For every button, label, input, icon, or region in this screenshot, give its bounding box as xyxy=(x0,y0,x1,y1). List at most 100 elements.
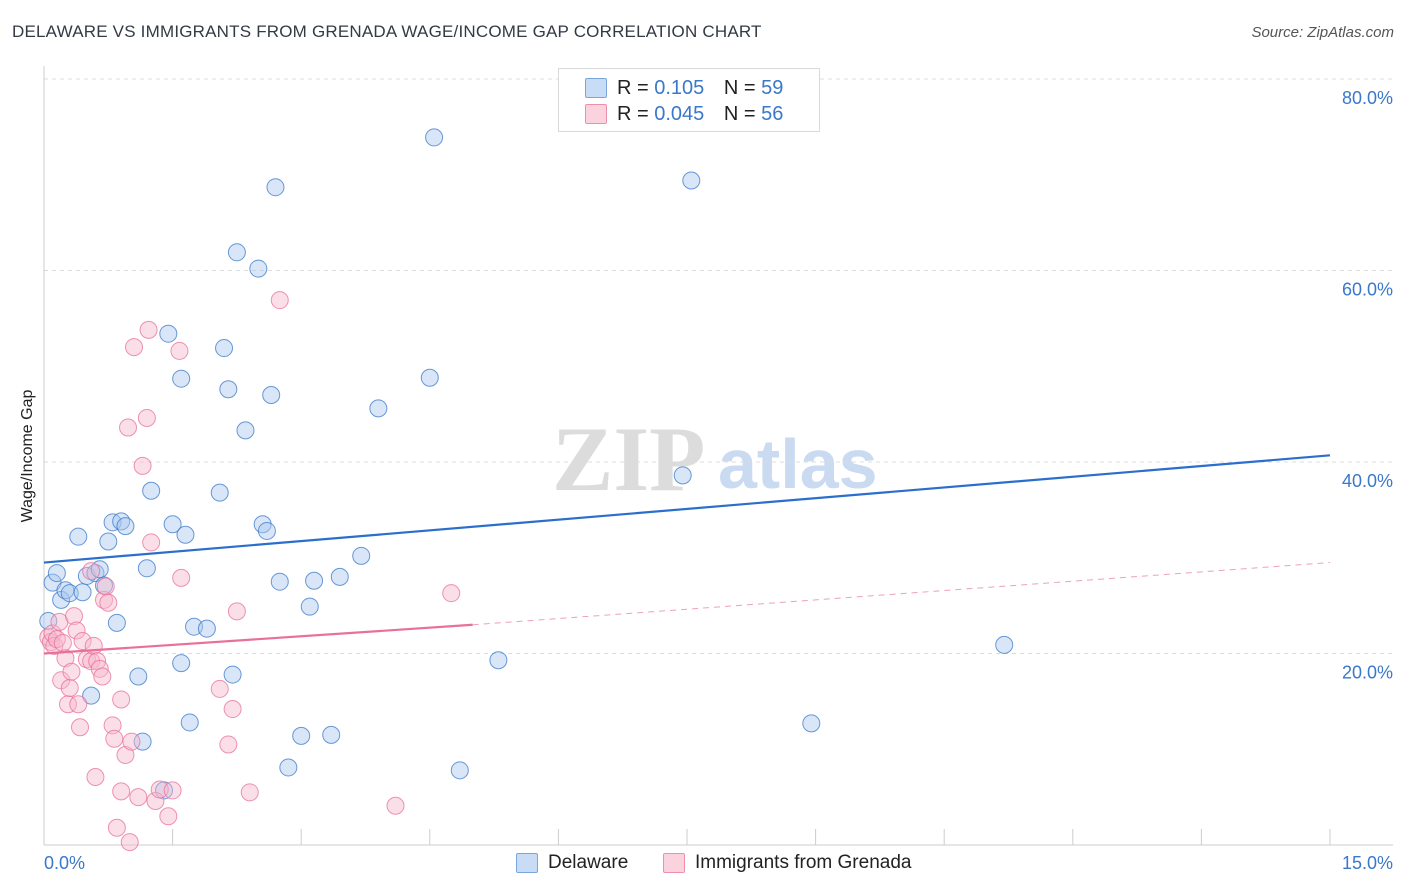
data-point-delaware xyxy=(180,713,199,732)
data-point-grenada xyxy=(60,678,79,697)
data-point-grenada xyxy=(105,729,124,748)
data-point-delaware xyxy=(420,368,439,387)
y-tick-label: 40.0% xyxy=(1342,471,1393,491)
data-point-grenada xyxy=(103,716,122,735)
data-point-delaware xyxy=(107,613,126,632)
data-point-grenada xyxy=(93,667,112,686)
data-point-grenada xyxy=(84,636,103,655)
data-point-grenada xyxy=(59,695,78,714)
data-point-delaware xyxy=(305,571,324,590)
data-point-grenada xyxy=(223,700,242,719)
data-point-grenada xyxy=(69,695,88,714)
legend-swatch-delaware xyxy=(516,853,538,873)
data-point-grenada xyxy=(219,735,238,754)
data-point-grenada xyxy=(119,418,138,437)
data-point-grenada xyxy=(65,607,84,626)
y-tick-label: 60.0% xyxy=(1342,280,1393,300)
data-point-delaware xyxy=(450,761,469,780)
data-point-delaware xyxy=(73,583,92,602)
data-point-delaware xyxy=(116,517,135,536)
data-point-grenada xyxy=(73,632,92,651)
data-point-delaware xyxy=(223,665,242,684)
y-tick-label: 80.0% xyxy=(1342,88,1393,108)
legend-item-delaware: Delaware xyxy=(516,852,628,874)
data-point-grenada xyxy=(112,782,131,801)
data-point-delaware xyxy=(673,466,692,485)
data-point-delaware xyxy=(172,369,191,388)
data-point-delaware xyxy=(425,128,444,147)
data-point-delaware xyxy=(159,324,178,343)
n-label: N = xyxy=(723,103,756,125)
y-tick-label: 20.0% xyxy=(1342,663,1393,683)
legend-swatch-grenada xyxy=(663,853,685,873)
data-point-delaware xyxy=(682,171,701,190)
legend-item-grenada: Immigrants from Grenada xyxy=(663,852,911,874)
data-point-grenada xyxy=(172,568,191,587)
data-point-delaware xyxy=(137,559,156,578)
data-point-grenada xyxy=(227,602,246,621)
data-point-delaware xyxy=(489,651,508,670)
r-label: R = xyxy=(617,77,649,99)
data-point-grenada xyxy=(125,338,144,357)
n-value: 56 xyxy=(761,103,784,125)
data-point-grenada xyxy=(56,649,75,668)
data-point-grenada xyxy=(163,781,182,800)
source-label: Source: ZipAtlas.com xyxy=(1251,24,1394,41)
data-point-grenada xyxy=(240,783,259,802)
x-tick-label: 15.0% xyxy=(1342,853,1393,873)
data-point-grenada xyxy=(71,718,90,737)
n-label: N = xyxy=(723,77,756,99)
trendline-grenada-extension xyxy=(472,562,1331,626)
legend-row-delaware: R = 0.105 N = 59 xyxy=(617,77,783,99)
data-point-delaware xyxy=(99,532,118,551)
data-point-delaware xyxy=(300,597,319,616)
data-point-delaware xyxy=(369,399,388,418)
watermark-atlas: atlas xyxy=(718,425,878,503)
legend-label: Immigrants from Grenada xyxy=(695,852,912,873)
data-point-grenada xyxy=(170,341,189,360)
data-point-delaware xyxy=(995,635,1014,654)
data-point-delaware xyxy=(47,564,66,583)
data-point-grenada xyxy=(150,780,169,799)
data-point-grenada xyxy=(159,807,178,826)
data-point-grenada xyxy=(129,788,148,807)
data-point-delaware xyxy=(227,243,246,262)
data-point-delaware xyxy=(142,481,161,500)
data-point-grenada xyxy=(62,662,81,681)
data-point-delaware xyxy=(95,576,114,595)
data-point-delaware xyxy=(262,385,281,404)
n-value: 59 xyxy=(761,77,784,99)
legend-label: Delaware xyxy=(548,852,629,873)
data-point-grenada xyxy=(146,791,165,810)
r-value: 0.105 xyxy=(654,77,705,99)
data-point-grenada xyxy=(112,690,131,709)
data-point-delaware xyxy=(129,667,148,686)
data-point-grenada xyxy=(142,533,161,552)
trendline-delaware xyxy=(43,454,1331,564)
data-point-delaware xyxy=(292,726,311,745)
watermark-zip: ZIP xyxy=(552,408,705,510)
data-point-delaware xyxy=(210,483,229,502)
data-point-grenada xyxy=(122,732,141,751)
data-point-grenada xyxy=(107,818,126,837)
data-point-delaware xyxy=(352,546,371,565)
data-point-grenada xyxy=(442,584,461,603)
data-point-grenada xyxy=(82,562,101,581)
data-point-delaware xyxy=(322,725,341,744)
data-point-delaware xyxy=(802,714,821,733)
data-point-delaware xyxy=(279,758,298,777)
legend-swatch-delaware xyxy=(585,78,607,98)
data-point-grenada xyxy=(86,768,105,787)
data-point-delaware xyxy=(172,654,191,673)
data-point-delaware xyxy=(163,515,182,534)
data-point-grenada xyxy=(137,408,156,427)
data-point-delaware xyxy=(60,584,79,603)
data-point-delaware xyxy=(82,686,101,705)
data-point-delaware xyxy=(249,259,268,278)
chart-title: DELAWARE VS IMMIGRANTS FROM GRENADA WAGE… xyxy=(12,22,762,41)
data-point-delaware xyxy=(266,178,285,197)
data-point-grenada xyxy=(139,320,158,339)
x-tick-label: 0.0% xyxy=(44,853,85,873)
data-point-delaware xyxy=(257,521,276,540)
data-point-grenada xyxy=(120,833,139,852)
